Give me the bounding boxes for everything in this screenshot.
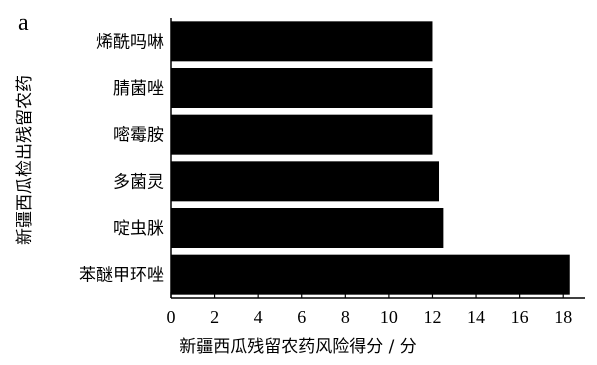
y-axis-title: 新疆西瓜检出残留农药 xyxy=(15,75,35,245)
category-label-1: 腈菌唑 xyxy=(113,79,164,99)
category-label-5: 苯醚甲环唑 xyxy=(79,266,164,286)
x-tick-label-5: 10 xyxy=(380,307,398,327)
x-tick-label-2: 4 xyxy=(254,307,263,327)
bars-group xyxy=(171,21,570,295)
bar-4 xyxy=(171,208,444,248)
bar-3 xyxy=(171,161,440,202)
panel-label: a xyxy=(18,10,29,36)
x-tick-label-6: 12 xyxy=(423,307,441,327)
x-axis-title: 新疆西瓜残留农药风险得分 / 分 xyxy=(179,337,417,357)
bar-1 xyxy=(171,68,433,108)
category-label-0: 烯酰吗啉 xyxy=(96,32,164,52)
bar-0 xyxy=(171,21,433,62)
category-label-2: 嘧霉胺 xyxy=(113,126,164,146)
category-label-4: 啶虫脒 xyxy=(113,219,164,239)
x-ticks: 0 2 4 6 8 10 12 14 16 18 xyxy=(167,292,572,327)
x-tick-label-1: 2 xyxy=(210,307,219,327)
x-tick-label-4: 8 xyxy=(341,307,350,327)
category-label-3: 多菌灵 xyxy=(113,172,164,192)
x-tick-label-0: 0 xyxy=(167,307,176,327)
bar-5 xyxy=(171,254,570,295)
x-tick-label-3: 6 xyxy=(297,307,306,327)
bar-2 xyxy=(171,114,433,155)
x-tick-label-7: 14 xyxy=(467,307,485,327)
x-tick-label-9: 18 xyxy=(554,307,572,327)
x-tick-label-8: 16 xyxy=(511,307,529,327)
